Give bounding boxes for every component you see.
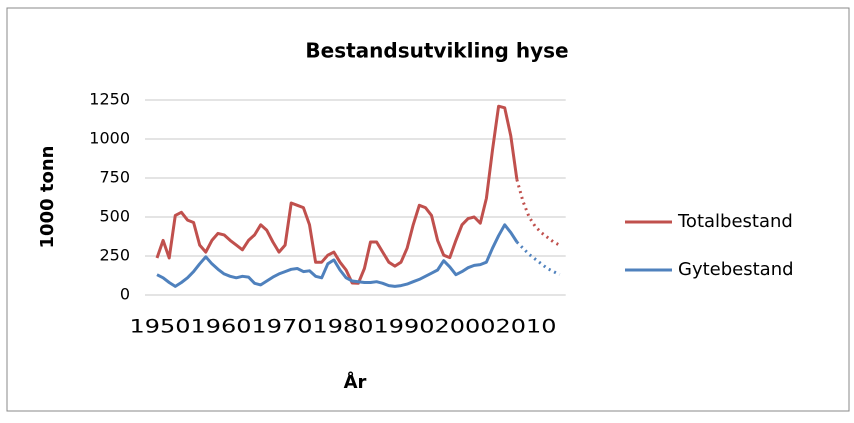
y-tick-label: 1000 — [89, 129, 130, 148]
x-tick-label: 1990 — [374, 316, 435, 338]
y-tick-label: 750 — [99, 168, 130, 187]
x-tick-label: 1970 — [252, 316, 313, 338]
x-tick-label: 1980 — [313, 316, 374, 338]
x-tick-label: 1950 — [130, 316, 191, 338]
y-tick-label: 500 — [99, 207, 130, 226]
series-line — [156, 223, 519, 288]
legend-label: Gytebestand — [678, 259, 794, 280]
x-axis-label: År — [344, 370, 367, 393]
y-tick-label: 250 — [99, 246, 130, 265]
y-axis-label: 1000 tonn — [37, 146, 58, 249]
x-tick-label: 2010 — [496, 316, 557, 338]
x-tick-label: 1960 — [191, 316, 252, 338]
chart-title: Bestandsutvikling hyse — [305, 39, 568, 63]
series-projection — [515, 179, 561, 247]
legend-label: Totalbestand — [677, 211, 793, 232]
x-tick-label: 2000 — [435, 316, 496, 338]
y-tick-label: 1250 — [89, 90, 130, 109]
series-line — [155, 104, 519, 285]
y-tick-label: 0 — [120, 285, 130, 304]
